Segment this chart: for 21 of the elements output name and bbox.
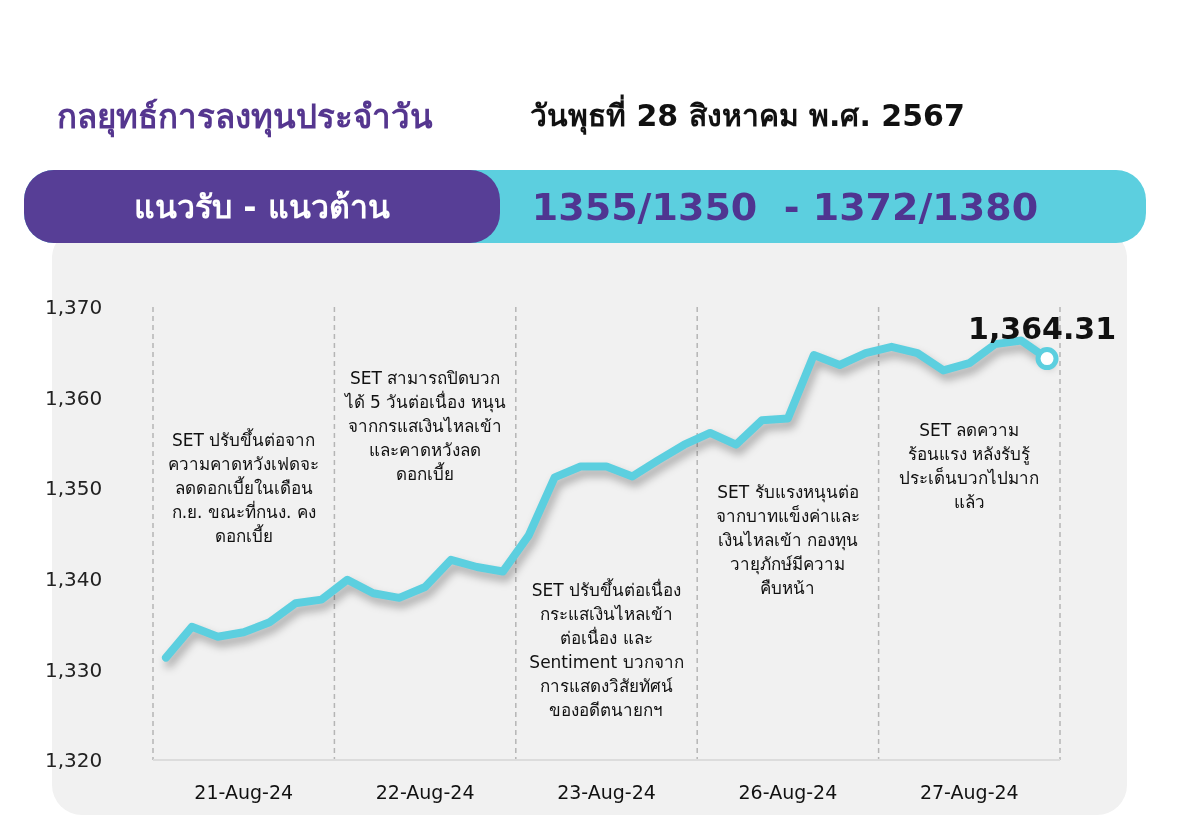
annotation: SET สามารถปิดบวก ได้ 5 วันต่อเนื่อง หนุน จากกรแสเงินไหลเข้า และคาดหวังลด ดอกเบี้ย [343,367,507,486]
annotation: SET ปรับขึ้นต่อเนื่อง กระแสเงินไหลเข้า ต่อเนื่อง และ Sentiment บวกจาก การแสดงวิสัยทัศน์ ของอดีตนายกฯ [528,578,685,722]
x-tick-label: 27-Aug-24 [919,781,1019,804]
y-tick-label: 1,370 [45,295,103,320]
chart-title: กลยุทธ์การลงทุนประจำวัน [57,96,433,140]
annotation: SET ลดความ ร้อนแรง หลังรับรู้ ประเด็นบวกไปมาก แล้ว [898,419,1041,514]
x-tick-label: 26-Aug-24 [738,781,838,804]
text: 1355/1350 - 1372/1380 [530,183,1040,231]
text: แนวรับ - แนวต้าน [24,170,500,243]
annotation: SET รับแรงหนุนต่อ จากบาทแข็งค่าและ เงินไหลเข้า กองทุน วายุภักษ์มีความ คืบหน้า [714,481,861,600]
y-tick-label: 1,350 [45,476,103,501]
x-tick-label: 21-Aug-24 [194,781,294,804]
y-tick-label: 1,360 [45,385,103,410]
annotation: SET ปรับขึ้นต่อจาก ความคาดหวังเฟดจะ ลดดอกเบี้ยในเดือน ก.ย. ขณะที่กนง. คง ดอกเบี้ย [167,428,321,548]
chart-subtitle: วันพุธที่ 28 สิงหาคม พ.ศ. 2567 [530,93,965,137]
y-tick-label: 1,320 [45,748,103,773]
data-label: 1,364.31 [968,310,1117,346]
x-tick-label: 22-Aug-24 [375,781,475,804]
y-tick-label: 1,340 [45,566,103,591]
x-tick-label: 23-Aug-24 [557,781,656,804]
y-tick-label: 1,330 [45,657,103,682]
